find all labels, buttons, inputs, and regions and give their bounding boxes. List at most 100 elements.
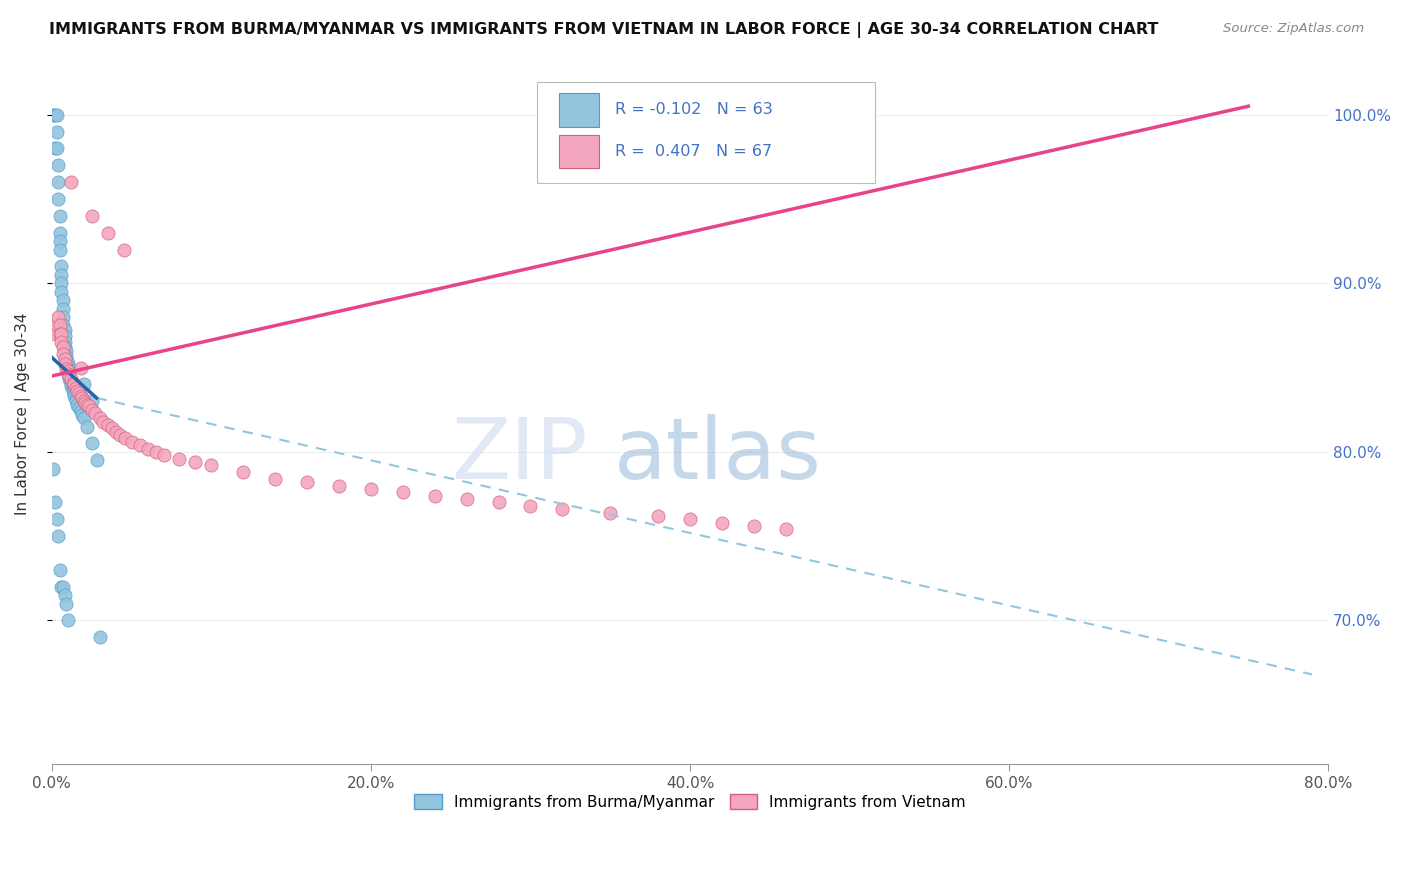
Point (51, 580, 73, 594)
Text: atlas: atlas (613, 415, 821, 498)
Point (52, 340, 75, 354)
Point (65, 381, 87, 395)
Point (97, 226, 120, 240)
Point (75, 396, 97, 410)
Text: R = -0.102   N = 63: R = -0.102 N = 63 (614, 103, 772, 118)
Point (264, 472, 287, 486)
Point (53, 340, 76, 354)
Point (112, 243, 135, 257)
Point (58, 369, 80, 384)
FancyBboxPatch shape (537, 81, 875, 183)
Legend: Immigrants from Burma/Myanmar, Immigrants from Vietnam: Immigrants from Burma/Myanmar, Immigrant… (408, 788, 972, 815)
Point (52, 347, 75, 361)
Point (51, 268, 73, 282)
Point (80, 402, 103, 417)
Point (45, 512, 67, 526)
Point (63, 389, 86, 403)
Point (65, 394, 87, 409)
Point (62, 384, 84, 399)
Point (58, 366, 80, 380)
Point (599, 506, 621, 520)
Point (56, 359, 79, 373)
Point (49, 326, 72, 341)
Point (46, 192, 69, 206)
Point (63, 377, 86, 392)
Point (53, 588, 76, 602)
Point (114, 431, 136, 445)
Point (69, 389, 91, 403)
Point (101, 421, 124, 435)
Point (70, 391, 93, 405)
Point (73, 377, 96, 392)
Point (77, 400, 100, 414)
Point (65, 391, 87, 405)
Point (73, 394, 96, 409)
Point (45, 124, 67, 138)
Point (80, 436, 103, 450)
Point (58, 372, 80, 386)
Point (55, 349, 77, 363)
Point (46, 529, 69, 543)
Point (52, 318, 75, 333)
Point (62, 376, 84, 390)
Point (44, 326, 66, 341)
Point (679, 512, 702, 526)
Point (66, 398, 89, 412)
Text: ZIP: ZIP (451, 415, 588, 498)
Point (45, 108, 67, 122)
Point (391, 485, 413, 500)
Point (710, 516, 733, 530)
Point (69, 404, 91, 418)
Point (62, 381, 84, 395)
Point (69, 360, 91, 375)
Point (84, 406, 107, 420)
Point (89, 631, 111, 645)
Point (59, 175, 82, 189)
Point (121, 434, 143, 449)
Point (56, 368, 79, 382)
Point (128, 438, 150, 452)
Point (51, 335, 73, 350)
Point (56, 362, 79, 376)
Point (44, 141, 66, 155)
Point (519, 499, 541, 513)
Point (49, 226, 72, 240)
Point (49, 209, 72, 223)
Point (53, 328, 76, 343)
Text: Source: ZipAtlas.com: Source: ZipAtlas.com (1223, 22, 1364, 36)
Y-axis label: In Labor Force | Age 30-34: In Labor Force | Age 30-34 (15, 313, 31, 516)
Point (52, 310, 75, 324)
Point (42, 461, 65, 475)
Point (46, 175, 69, 189)
Point (53, 335, 76, 350)
Point (51, 326, 73, 341)
Point (56, 614, 79, 628)
Point (360, 482, 382, 496)
Point (51, 277, 73, 291)
Point (42, 108, 65, 122)
Bar (558, 93, 599, 127)
Point (80, 394, 103, 409)
Point (66, 384, 89, 399)
Point (44, 108, 66, 122)
Point (91, 415, 114, 429)
Point (647, 508, 669, 523)
Point (49, 243, 72, 257)
Point (136, 442, 159, 456)
Point (63, 385, 86, 400)
Point (56, 355, 79, 369)
Point (59, 372, 82, 386)
Point (49, 563, 72, 577)
Point (59, 376, 82, 390)
Point (328, 478, 350, 492)
Point (45, 141, 67, 155)
Point (423, 489, 446, 503)
Point (775, 523, 797, 537)
Point (46, 158, 69, 172)
Point (67, 401, 90, 415)
Point (70, 408, 93, 422)
Point (55, 362, 77, 376)
Point (76, 419, 98, 434)
Point (76, 398, 98, 412)
Point (51, 285, 73, 299)
